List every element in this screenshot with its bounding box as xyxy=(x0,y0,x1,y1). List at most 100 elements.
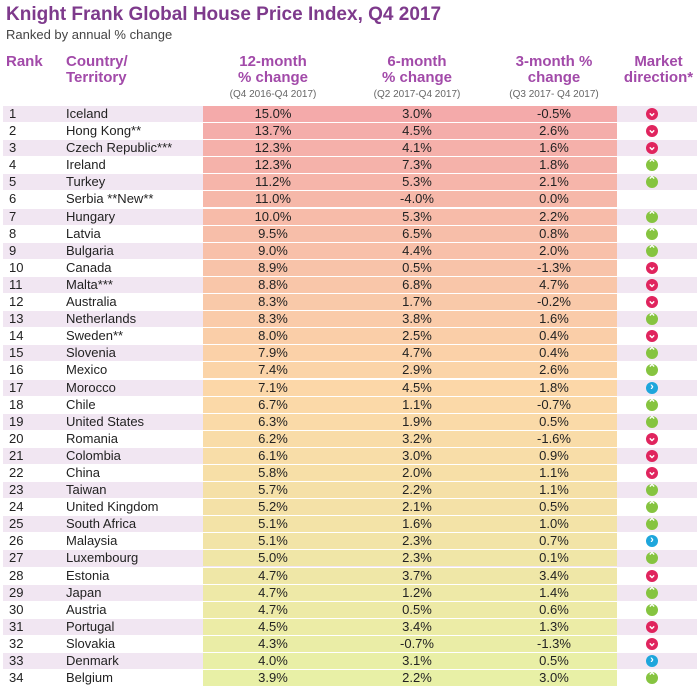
table-row: 22 China 5.8% 2.0% 1.1% ⌄ xyxy=(3,464,697,483)
table-row: 20 Romania 6.2% 3.2% -1.6% ⌄ xyxy=(3,430,697,448)
market-direction-down-icon: ⌄ xyxy=(646,107,658,120)
three-month-cell: 0.5% xyxy=(491,499,617,516)
six-month-cell: 4.5% xyxy=(343,379,491,396)
table-row: 15 Slovenia 7.9% 4.7% 0.4% ⌃ xyxy=(3,345,697,363)
rank-cell: 19 xyxy=(9,413,24,429)
country-cell: Hong Kong** xyxy=(66,123,142,139)
twelve-month-cell: 6.1% xyxy=(203,447,343,464)
six-month-cell: 0.5% xyxy=(343,601,491,618)
market-direction-down-icon: ⌄ xyxy=(646,141,658,155)
twelve-month-cell: 4.3% xyxy=(203,635,343,652)
header-6-month-period: (Q2 2017-Q4 2017) xyxy=(373,89,461,100)
table-row: 18 Chile 6.7% 1.1% -0.7% ⌃ xyxy=(3,396,697,414)
table-row: 9 Bulgaria 9.0% 4.4% 2.0% ⌃ xyxy=(3,242,697,260)
six-month-cell: 6.5% xyxy=(343,225,491,242)
row-label-band xyxy=(3,465,203,481)
three-month-cell: 0.9% xyxy=(491,447,617,464)
twelve-month-cell: 7.9% xyxy=(203,345,343,362)
six-month-cell: 2.5% xyxy=(343,328,491,345)
country-cell: Iceland xyxy=(66,106,108,121)
six-month-cell: 2.2% xyxy=(343,482,491,499)
six-month-cell: 3.0% xyxy=(343,447,491,464)
three-month-cell: 2.2% xyxy=(491,208,617,225)
rank-cell: 13 xyxy=(9,311,24,327)
rank-cell: 24 xyxy=(9,499,24,515)
table-row: 30 Austria 4.7% 0.5% 0.6% ⌃ xyxy=(3,601,697,619)
six-month-cell: 3.8% xyxy=(343,311,491,328)
market-direction-up-icon: ⌃ xyxy=(646,209,658,223)
header-country-line1: Country/ xyxy=(66,53,128,70)
three-month-cell: 2.0% xyxy=(491,242,617,259)
header-6-month: 6-month % change (Q2 2017-Q4 2017) xyxy=(343,54,491,101)
rank-cell: 23 xyxy=(9,482,24,498)
market-direction-up-icon: ⌃ xyxy=(646,158,658,172)
rank-cell: 20 xyxy=(9,430,24,446)
six-month-cell: 4.5% xyxy=(343,123,491,140)
twelve-month-cell: 6.3% xyxy=(203,413,343,430)
rank-cell: 2 xyxy=(9,123,17,139)
table-row: 1 Iceland 15.0% 3.0% -0.5% ⌄ xyxy=(3,106,697,124)
three-month-cell: 2.6% xyxy=(491,362,617,379)
six-month-cell: 1.7% xyxy=(343,294,491,311)
table-row: 21 Colombia 6.1% 3.0% 0.9% ⌄ xyxy=(3,447,697,465)
table-row: 12 Australia 8.3% 1.7% -0.2% ⌄ xyxy=(3,294,697,312)
rank-cell: 12 xyxy=(9,294,24,310)
country-cell: Australia xyxy=(66,294,117,310)
three-month-cell: 0.8% xyxy=(491,225,617,242)
market-direction-up-icon: ⌃ xyxy=(646,363,658,377)
rank-cell: 4 xyxy=(9,157,17,173)
six-month-cell: 1.1% xyxy=(343,396,491,413)
header-6-month-line1: 6-month xyxy=(387,53,447,70)
six-month-cell: 5.3% xyxy=(343,174,491,191)
table-row: 31 Portugal 4.5% 3.4% 1.3% ⌄ xyxy=(3,618,697,636)
country-cell: Denmark xyxy=(66,653,119,668)
header-direction-line2: direction* xyxy=(623,69,694,86)
country-cell: Mexico xyxy=(66,362,108,378)
country-cell: Estonia xyxy=(66,567,110,583)
country-cell: Bulgaria xyxy=(66,242,114,258)
rank-cell: 9 xyxy=(9,242,17,258)
market-direction-up-icon: ⌃ xyxy=(646,500,658,514)
three-month-cell: 0.4% xyxy=(491,345,617,362)
rank-cell: 8 xyxy=(9,225,17,241)
three-month-cell: 1.1% xyxy=(491,464,617,481)
table-row: 16 Mexico 7.4% 2.9% 2.6% ⌃ xyxy=(3,362,697,380)
three-month-cell: -1.6% xyxy=(491,430,617,447)
market-direction-down-icon: ⌄ xyxy=(646,260,658,274)
header-3-month-line1: 3-month % xyxy=(515,53,593,70)
three-month-cell: 0.5% xyxy=(491,413,617,430)
twelve-month-cell: 6.2% xyxy=(203,430,343,447)
market-direction-up-icon: ⌃ xyxy=(646,602,658,616)
table-row: 11 Malta*** 8.8% 6.8% 4.7% ⌄ xyxy=(3,276,697,295)
six-month-cell: 3.1% xyxy=(343,653,491,669)
rank-cell: 30 xyxy=(9,601,24,617)
twelve-month-cell: 10.0% xyxy=(203,208,343,225)
table-row: 17 Morocco 7.1% 4.5% 1.8% › xyxy=(3,379,697,397)
market-direction-up-icon: ⌃ xyxy=(646,483,658,497)
table-row: 6 Serbia **New** 11.0% -4.0% 0.0% xyxy=(3,191,697,209)
twelve-month-cell: 7.4% xyxy=(203,362,343,379)
three-month-cell: 3.0% xyxy=(491,670,617,687)
country-cell: Slovakia xyxy=(66,635,116,651)
country-cell: Chile xyxy=(66,396,96,412)
header-direction-line1: Market xyxy=(634,53,683,70)
rank-cell: 27 xyxy=(9,550,24,566)
three-month-cell: 0.7% xyxy=(491,533,617,550)
rank-cell: 22 xyxy=(9,464,24,480)
market-direction-up-icon: ⌃ xyxy=(646,585,658,599)
header-12-month-line1: 12-month xyxy=(239,53,307,70)
table-row: 23 Taiwan 5.7% 2.2% 1.1% ⌃ xyxy=(3,482,697,500)
header-rank: Rank xyxy=(6,54,43,70)
country-cell: Sweden** xyxy=(66,328,124,344)
three-month-cell: 1.3% xyxy=(491,618,617,635)
three-month-cell: 0.1% xyxy=(491,550,617,567)
six-month-cell: 4.1% xyxy=(343,140,491,157)
rank-cell: 17 xyxy=(9,379,24,395)
twelve-month-cell: 4.0% xyxy=(203,653,343,669)
country-cell: Czech Republic*** xyxy=(66,140,173,156)
six-month-cell: 3.7% xyxy=(343,567,491,584)
rank-cell: 11 xyxy=(9,276,23,292)
twelve-month-cell: 12.3% xyxy=(203,157,343,174)
header-6-month-line2: % change xyxy=(381,69,453,86)
market-direction-down-icon: ⌄ xyxy=(646,465,658,479)
